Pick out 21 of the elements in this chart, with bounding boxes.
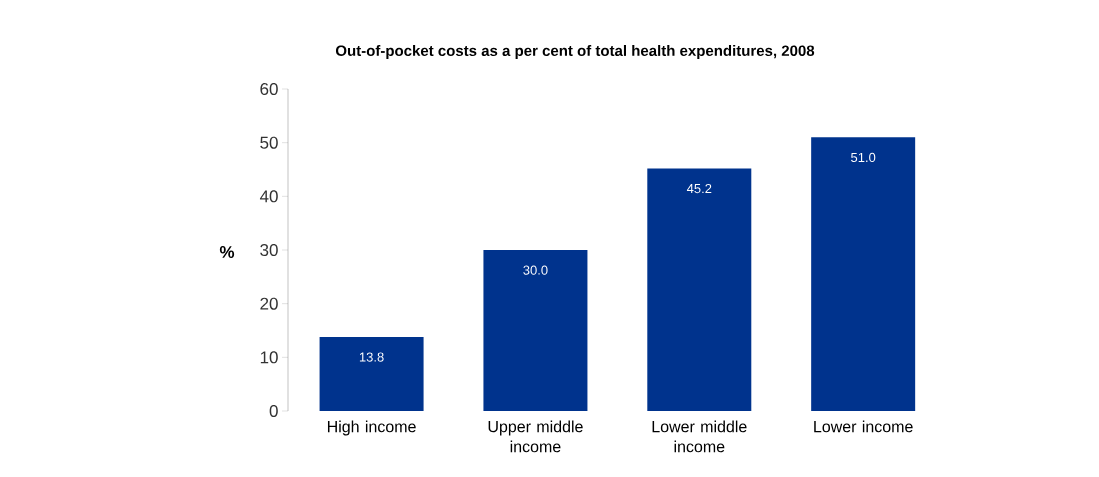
bar: [319, 336, 424, 411]
y-tick-label: 60: [260, 82, 278, 96]
y-axis-title: %: [219, 246, 235, 258]
y-tick-label: 30: [260, 243, 278, 257]
bar: [647, 168, 752, 411]
data-label: 51.0: [851, 152, 876, 163]
y-tick-label: 20: [260, 297, 278, 310]
chart-title: Out-of-pocket costs as a per cent of total health expenditures, 2008: [335, 45, 815, 59]
x-tick-label: Upper middle income: [488, 420, 583, 453]
x-tick-label: Lower middle income: [652, 420, 747, 453]
y-tick-label: 50: [260, 136, 278, 149]
x-tick-label: Lower income: [814, 420, 913, 433]
y-tick-label: 10: [260, 351, 278, 364]
data-label: 13.8: [359, 352, 384, 362]
y-tick-label: 0: [269, 404, 278, 418]
data-label: 45.2: [686, 183, 712, 194]
data-label: 30.0: [523, 265, 548, 275]
y-tick-label: 40: [259, 190, 278, 203]
bar: [483, 250, 588, 411]
bar: [811, 137, 916, 411]
x-tick-label: High income: [327, 420, 416, 436]
